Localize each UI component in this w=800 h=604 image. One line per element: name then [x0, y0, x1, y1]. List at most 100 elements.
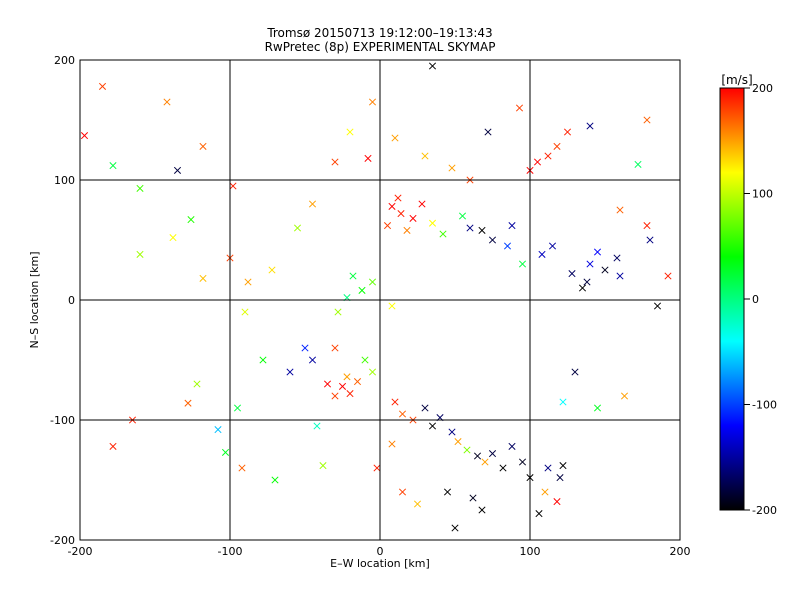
data-point [664, 272, 672, 280]
data-point [448, 428, 456, 436]
x-axis-ticks: -200 -100 0 100 200 [68, 60, 691, 558]
data-point [508, 442, 516, 450]
data-point [173, 166, 182, 174]
data-point [184, 399, 192, 407]
data-point [388, 440, 396, 448]
data-point [331, 158, 339, 166]
data-point [548, 242, 557, 250]
data-point [643, 116, 651, 124]
data-point [319, 462, 327, 470]
data-point [308, 356, 317, 364]
data-point [503, 242, 512, 250]
data-point [571, 368, 579, 376]
data-point [518, 458, 527, 466]
data-point [443, 488, 452, 496]
data-point [308, 200, 317, 208]
x-tick-label: 100 [520, 545, 541, 558]
data-point [593, 248, 602, 256]
data-point [488, 236, 497, 244]
colorbar-tick-label: 0 [752, 293, 759, 306]
data-point [458, 212, 467, 220]
data-point [586, 260, 594, 268]
y-tick-label: 100 [54, 174, 75, 187]
data-point [473, 452, 482, 460]
data-point [634, 160, 642, 168]
data-point [343, 373, 351, 381]
y-tick-label: -200 [50, 534, 75, 547]
data-point [334, 308, 342, 316]
data-point [463, 446, 471, 454]
colorbar-tick-label: -100 [752, 399, 777, 412]
data-point [478, 226, 486, 234]
data-point [559, 398, 567, 406]
data-point [241, 308, 249, 316]
y-axis-label: N–S location [km] [28, 251, 41, 348]
data-point [413, 500, 422, 508]
data-point [388, 202, 396, 210]
data-point [346, 128, 354, 136]
colorbar-label: [m/s] [721, 73, 752, 87]
data-point [233, 404, 242, 412]
data-point [553, 142, 561, 150]
data-point [428, 62, 437, 70]
data-point [214, 426, 222, 434]
data-point [391, 398, 399, 406]
data-point [454, 438, 462, 446]
data-point [616, 272, 624, 280]
data-point [418, 200, 426, 208]
data-point [136, 184, 144, 192]
data-point [109, 162, 117, 170]
data-point [428, 219, 437, 227]
data-point [358, 286, 366, 294]
data-point [229, 182, 237, 190]
data-point [535, 510, 543, 518]
data-point [421, 404, 429, 412]
data-point [391, 134, 399, 142]
data-point [478, 506, 486, 514]
data-point [515, 104, 524, 112]
data-point [368, 278, 377, 286]
data-point [349, 272, 357, 280]
data-point [193, 380, 201, 388]
x-axis-label: E–W location [km] [330, 557, 430, 570]
data-point [538, 250, 546, 258]
data-point [187, 216, 195, 224]
data-point [643, 222, 651, 230]
x-tick-label: -100 [218, 545, 243, 558]
data-point [361, 356, 369, 364]
data-point [323, 380, 332, 388]
data-point [163, 98, 171, 106]
data-point [313, 422, 321, 430]
y-axis-ticks: -200 -100 0 100 200 [50, 54, 680, 547]
colorbar [719, 87, 745, 511]
data-point [398, 410, 407, 418]
data-point [508, 222, 516, 230]
data-point [553, 498, 561, 506]
data-point [398, 488, 407, 496]
data-point [244, 278, 252, 286]
data-point [653, 302, 662, 310]
data-point [481, 458, 489, 466]
data-point [268, 266, 276, 274]
data-point [301, 344, 309, 352]
data-point [136, 250, 144, 258]
data-point [238, 464, 246, 472]
data-point [563, 128, 572, 136]
data-point [286, 368, 294, 376]
colorbar-tick-label: -200 [752, 504, 777, 517]
data-point [331, 392, 339, 400]
data-point [601, 266, 609, 274]
data-point [421, 152, 429, 160]
data-point [373, 464, 381, 472]
data-point [109, 442, 117, 450]
data-point [98, 82, 107, 90]
data-point [541, 488, 549, 496]
data-point [620, 392, 629, 400]
x-tick-label: 200 [670, 545, 691, 558]
data-point [578, 284, 587, 292]
data-point [199, 274, 207, 282]
data-point [448, 164, 456, 172]
data-point [586, 122, 594, 130]
data-point [439, 230, 447, 238]
